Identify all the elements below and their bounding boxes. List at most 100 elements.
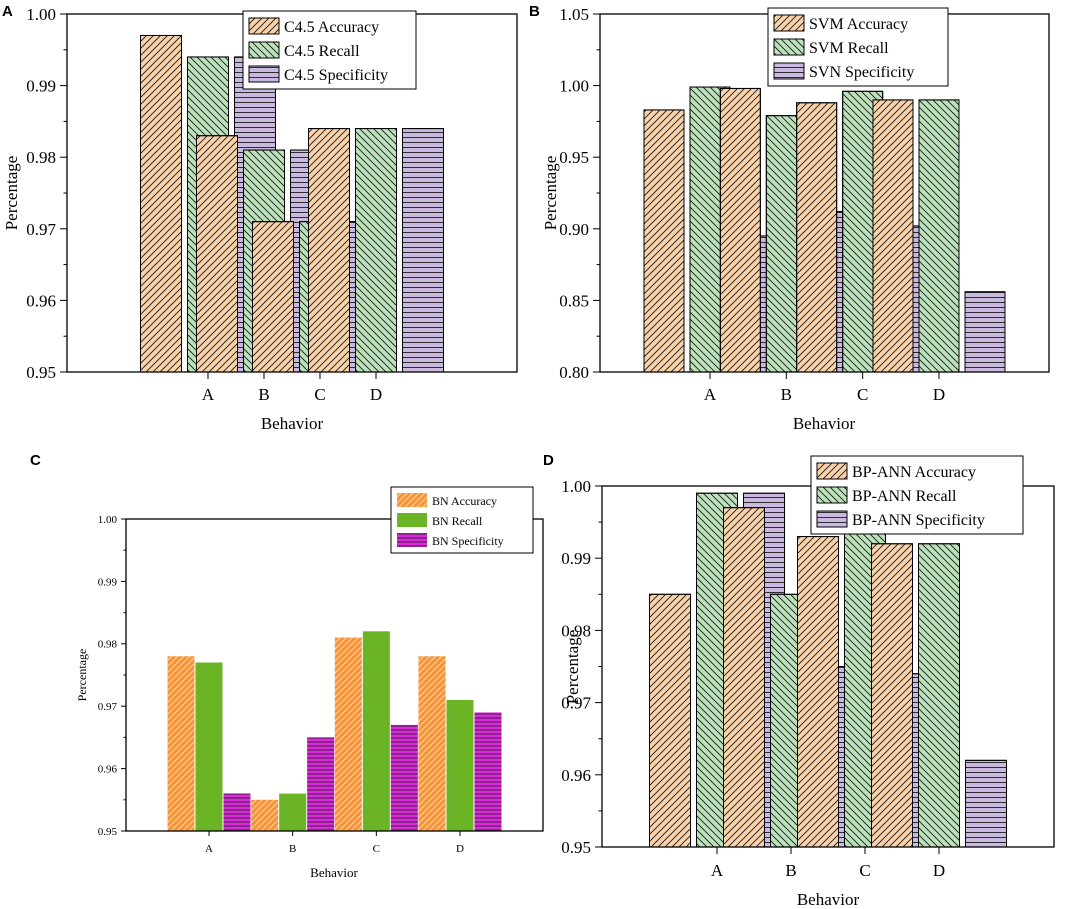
bar-pattern (223, 793, 251, 831)
swatch-fill (397, 513, 427, 527)
x-axis-label: Behavior (310, 865, 358, 880)
bar-svm-accuracy-b (719, 87, 761, 373)
legend: BN Accuracy BN Recall BN Specificity (390, 486, 534, 554)
bars-group (649, 492, 1007, 848)
legend: C4.5 Accuracy C4.5 Recall C4.5 Specificity (242, 10, 417, 90)
x-axis-label: Behavior (793, 414, 856, 433)
swatch-pattern (816, 462, 848, 480)
y-tick-label: 0.98 (561, 621, 591, 640)
swatch-pattern (397, 533, 427, 547)
legend-swatch-svm-accuracy (773, 14, 805, 32)
bar-pattern (965, 759, 1007, 848)
legend: BP-ANN Accuracy BP-ANN Recall BP-ANN Speci… (810, 455, 1024, 535)
legend-label: SVN Specificity (809, 64, 914, 81)
bar-pattern (871, 543, 913, 848)
swatch-pattern (773, 38, 805, 56)
y-tick-label: 0.97 (561, 694, 591, 713)
y-axis-label: Percentage (563, 630, 582, 705)
bar-c4-5-accuracy-c (252, 221, 294, 373)
x-tick-label-b: B (289, 843, 296, 855)
bar-bn-recall-b (279, 793, 307, 831)
bar-pattern (196, 135, 238, 373)
x-tick-label-c: C (373, 843, 380, 855)
bars-group (140, 34, 444, 373)
bar-bn-accuracy-d (418, 656, 446, 831)
legend-swatch-c4-5-recall (248, 41, 280, 59)
x-axis-label: Behavior (261, 414, 324, 433)
bar-bn-specificity-d (474, 712, 502, 831)
swatch-pattern (816, 510, 848, 528)
legend-swatch-bn-accuracy (397, 493, 427, 507)
bar-bp-ann-recall-d (918, 543, 960, 848)
bar-pattern (140, 34, 182, 373)
legend-label: SVM Accuracy (809, 16, 908, 33)
x-tick-label-d: D (933, 385, 945, 404)
bar-c4-5-accuracy-b (196, 135, 238, 373)
bar-bn-specificity-b (307, 737, 335, 831)
bars-group (643, 86, 1006, 373)
y-tick-label: 0.95 (561, 838, 591, 857)
x-tick-label-d: D (370, 385, 382, 404)
bar-bp-ann-accuracy-c (797, 536, 839, 848)
y-tick-label: 0.99 (98, 576, 118, 588)
legend-label: BP-ANN Specificity (852, 512, 985, 529)
chart-panel-c: C A B C D 0.95 0.96 0.97 0.98 0.99 1.00 Behavior Per… (30, 452, 544, 880)
x-tick-label-d: D (933, 861, 945, 880)
legend-swatch-c4-5-accuracy (248, 17, 280, 35)
bar-pattern (723, 507, 765, 848)
y-tick-label: 1.00 (559, 77, 589, 96)
panel-letter: B (529, 3, 540, 20)
legend-swatch-bp-ann-accuracy (816, 462, 848, 480)
x-axis-label: Behavior (797, 890, 860, 909)
bar-fill (195, 662, 223, 831)
panel-letter: D (543, 452, 554, 469)
panel-letter: A (2, 3, 13, 20)
bar-bp-ann-accuracy-d (871, 543, 913, 848)
bar-fill (362, 631, 390, 831)
bar-bn-recall-c (362, 631, 390, 831)
bar-pattern (308, 128, 350, 373)
bar-pattern (649, 593, 691, 848)
x-tick-label-a: A (205, 843, 213, 855)
bar-bn-recall-d (446, 699, 474, 831)
legend-label: BP-ANN Recall (852, 488, 957, 505)
y-tick-label: 0.95 (26, 363, 56, 382)
swatch-pattern (248, 65, 280, 83)
legend: SVM Accuracy SVM Recall SVN Specificity (767, 7, 949, 87)
bar-pattern (307, 737, 335, 831)
y-tick-label: 0.98 (26, 148, 56, 167)
x-tick-label-a: A (202, 385, 215, 404)
y-tick-label: 0.99 (26, 77, 56, 96)
panel-letter: C (30, 452, 41, 469)
legend-label: C4.5 Recall (284, 43, 360, 60)
bar-pattern (797, 536, 839, 848)
legend-swatch-svm-recall (773, 38, 805, 56)
bar-pattern (643, 109, 685, 373)
bar-bn-specificity-a (223, 793, 251, 831)
bar-pattern (872, 99, 914, 373)
y-tick-label: 0.97 (26, 220, 56, 239)
bar-pattern (251, 799, 279, 831)
x-tick-label-b: B (785, 861, 796, 880)
bar-svm-accuracy-c (796, 102, 838, 373)
y-tick-label: 0.96 (26, 291, 56, 310)
bar-bp-ann-accuracy-a (649, 593, 691, 848)
y-axis-label: Percentage (2, 156, 21, 231)
bar-pattern (355, 128, 397, 373)
legend-swatch-c4-5-specificity (248, 65, 280, 83)
bar-c4-5-accuracy-d (308, 128, 350, 373)
bar-c4-5-specificity-d (402, 128, 444, 373)
bar-pattern (918, 99, 960, 373)
bar-bn-accuracy-a (167, 656, 195, 831)
bar-pattern (390, 724, 418, 831)
bar-pattern (719, 87, 761, 373)
y-tick-label: 0.90 (559, 220, 589, 239)
bar-fill (279, 793, 307, 831)
bars-group (167, 631, 502, 831)
y-axis-label: Percentage (75, 649, 89, 702)
bar-pattern (252, 221, 294, 373)
bar-pattern (964, 291, 1006, 373)
swatch-pattern (248, 41, 280, 59)
y-tick-label: 0.96 (561, 766, 591, 785)
